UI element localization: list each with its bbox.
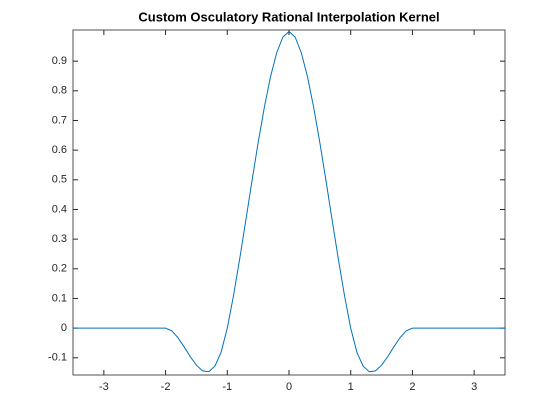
- y-tick-label: 0.5: [52, 174, 67, 186]
- y-tick-label: 0.8: [52, 85, 67, 97]
- x-tick-label: -2: [161, 381, 171, 393]
- axes-box: [72, 29, 506, 376]
- y-tick-label: -0.1: [48, 352, 67, 364]
- x-tick-label: 2: [409, 381, 415, 393]
- y-tick-label: 0.1: [52, 292, 67, 304]
- y-tick-label: 0.3: [52, 233, 67, 245]
- y-tick-label: 0.7: [52, 114, 67, 126]
- y-tick-label: 0: [61, 322, 67, 334]
- y-tick-label: 0.4: [52, 203, 67, 215]
- chart-title: Custom Osculatory Rational Interpolation…: [138, 9, 439, 24]
- x-tick-label: 1: [348, 381, 354, 393]
- x-tick-label: 3: [471, 381, 477, 393]
- x-tick-label: -3: [99, 381, 109, 393]
- x-tick-label: -1: [222, 381, 232, 393]
- y-tick-label: 0.6: [52, 144, 67, 156]
- line-series: [73, 30, 505, 373]
- y-tick-label: 0.2: [52, 263, 67, 275]
- y-tick-label: 0.9: [52, 55, 67, 67]
- x-tick-label: 0: [286, 381, 292, 393]
